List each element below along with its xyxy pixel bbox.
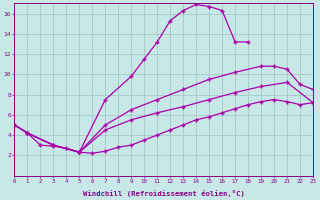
X-axis label: Windchill (Refroidissement éolien,°C): Windchill (Refroidissement éolien,°C)	[83, 190, 245, 197]
